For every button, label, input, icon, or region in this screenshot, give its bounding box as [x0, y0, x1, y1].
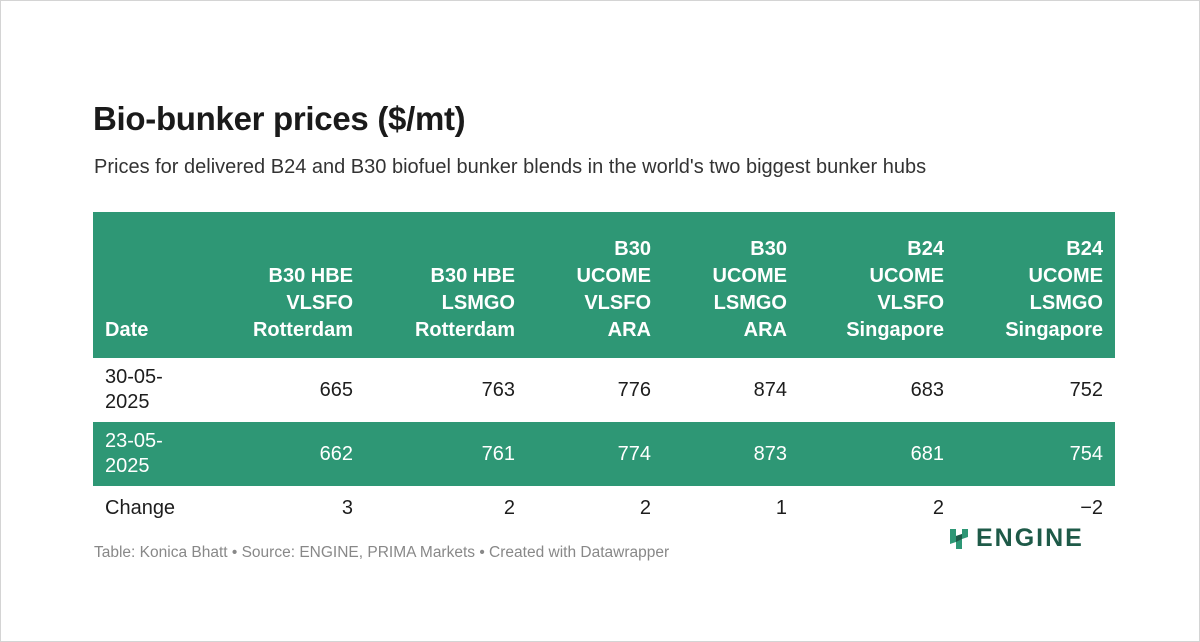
change-label-cell: Change: [105, 496, 176, 519]
value-cell: 873: [663, 422, 799, 486]
column-header-b24-ucome-vlsfo-singapore: B24 UCOME VLSFO Singapore: [799, 212, 956, 358]
engine-logo-text: ENGINE: [976, 524, 1084, 552]
table-row: 30-05- 2025 665 763 776 874 683 752: [93, 358, 1115, 422]
date-cell: 30-05- 2025: [93, 358, 193, 422]
column-header-b30-hbe-vlsfo-rotterdam: B30 HBE VLSFO Rotterdam: [193, 212, 365, 358]
column-header-b30-ucome-vlsfo-ara: B30 UCOME VLSFO ARA: [527, 212, 663, 358]
header-line: ARA: [607, 319, 651, 341]
header-line: UCOME: [576, 265, 651, 287]
header-line: UCOME: [1028, 265, 1103, 287]
value-cell: 681: [799, 422, 956, 486]
header-line: B30: [750, 238, 787, 260]
header-row: Date B30 HBE VLSFO Rotterdam B30 HBE LSM…: [93, 212, 1115, 358]
value-cell: 761: [365, 422, 527, 486]
value-cell: 665: [319, 378, 353, 401]
header-line: Singapore: [1005, 319, 1103, 341]
column-header-b24-ucome-lsmgo-singapore: B24 UCOME LSMGO Singapore: [956, 212, 1115, 358]
value-cell: 752: [1069, 378, 1103, 401]
header-line: Singapore: [846, 319, 944, 341]
value-cell: 763: [481, 378, 515, 401]
value-cell: 683: [910, 378, 944, 401]
header-line: B30 HBE: [268, 265, 353, 287]
header-line: B30: [614, 238, 651, 260]
value-cell: 1: [775, 496, 787, 519]
header-line: LSMGO: [713, 292, 787, 314]
header-line: Rotterdam: [414, 319, 515, 341]
chart-subtitle: Prices for delivered B24 and B30 biofuel…: [94, 156, 927, 178]
header-line: LSMGO: [1029, 292, 1103, 314]
header-line: B24: [907, 238, 944, 260]
column-header-b30-hbe-lsmgo-rotterdam: B30 HBE LSMGO Rotterdam: [365, 212, 527, 358]
table-row: 23-05- 2025 662 761 774 873 681 754: [93, 422, 1115, 486]
date-line: 30-05-: [105, 366, 163, 388]
header-line: UCOME: [712, 265, 787, 287]
engine-logo: ENGINE: [948, 524, 1084, 553]
header-line: LSMGO: [441, 292, 515, 314]
header-line: Rotterdam: [252, 319, 353, 341]
chart-title: Bio-bunker prices ($/mt): [93, 100, 466, 137]
source-footer: Table: Konica Bhatt • Source: ENGINE, PR…: [94, 544, 670, 561]
value-cell: 2: [639, 496, 651, 519]
header-line: VLSFO: [584, 292, 651, 314]
engine-logo-icon: [950, 528, 968, 549]
value-cell: 2: [932, 496, 944, 519]
value-cell: 3: [341, 496, 353, 519]
header-line: Date: [105, 319, 149, 341]
price-table: Date B30 HBE VLSFO Rotterdam B30 HBE LSM…: [93, 212, 1115, 530]
column-header-b30-ucome-lsmgo-ara: B30 UCOME LSMGO ARA: [663, 212, 799, 358]
header-line: ARA: [743, 319, 787, 341]
table-row-change: Change 3 2 2 1 2 −2: [93, 486, 1115, 530]
header-line: B30 HBE: [430, 265, 515, 287]
value-cell: 754: [956, 422, 1115, 486]
value-cell: 2: [503, 496, 515, 519]
date-line: 2025: [105, 391, 150, 413]
date-line: 23-05-: [105, 430, 163, 452]
header-line: VLSFO: [877, 292, 944, 314]
header-line: B24: [1066, 238, 1103, 260]
value-cell: 874: [753, 378, 787, 401]
header-line: VLSFO: [286, 292, 353, 314]
value-cell: 662: [193, 422, 365, 486]
column-header-date: Date: [93, 212, 193, 358]
date-line: 2025: [105, 455, 150, 477]
header-line: UCOME: [869, 265, 944, 287]
value-cell: −2: [1080, 496, 1103, 519]
value-cell: 774: [527, 422, 663, 486]
value-cell: 776: [617, 378, 651, 401]
date-cell: 23-05- 2025: [93, 422, 193, 486]
